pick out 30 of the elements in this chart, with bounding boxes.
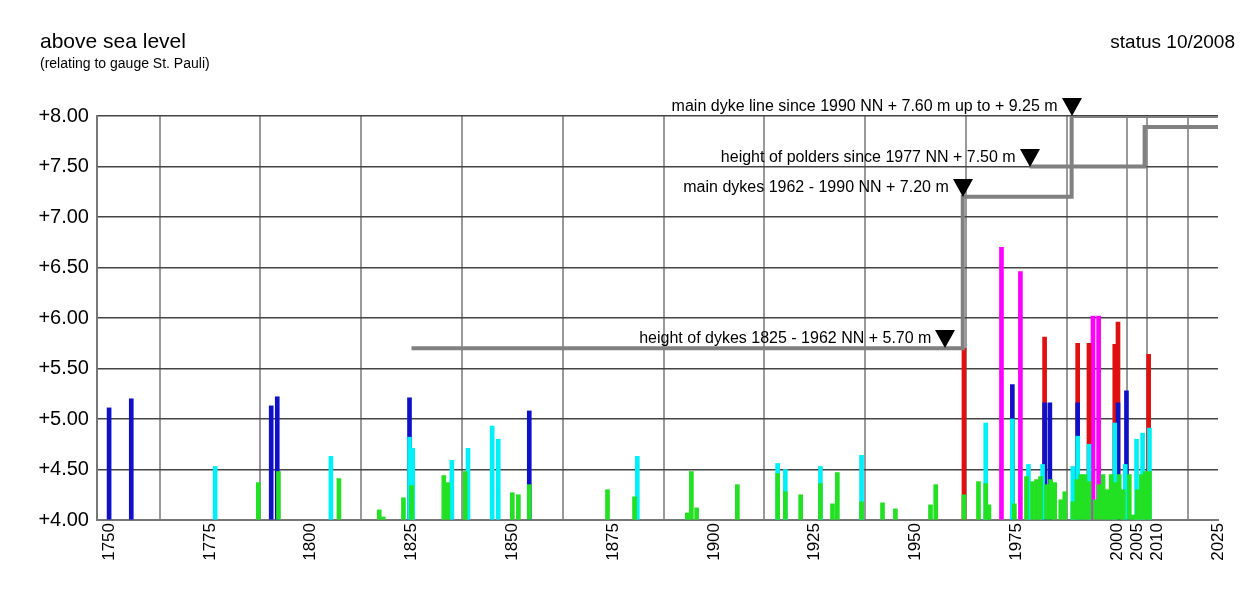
y-tick-label: +5.50 (38, 356, 89, 379)
y-tick-label: +6.50 (38, 255, 89, 278)
x-tick-label: 1775 (199, 523, 219, 561)
x-tick-label: 1950 (905, 523, 925, 561)
text: status 10/2008 (1110, 31, 1235, 52)
x-tick-label: 1800 (300, 523, 320, 561)
y-tick-label: +7.50 (38, 154, 89, 177)
x-tick-label: 1850 (502, 523, 522, 561)
y-tick-label: +5.00 (38, 406, 89, 429)
x-tick-label: 2005 (1127, 523, 1147, 561)
annotation: main dyke line since 1990 NN + 7.60 m up to + 9.25 m (671, 97, 1058, 114)
annotation: main dykes 1962 - 1990 NN + 7.20 m (683, 177, 949, 195)
y-tick-label: +6.00 (38, 305, 89, 328)
x-tick-label: 2010 (1147, 523, 1167, 561)
annotation: height of polders since 1977 NN + 7.50 m (720, 147, 1016, 165)
x-tick-label: 1750 (98, 523, 118, 561)
x-tick-label: 1825 (401, 523, 421, 561)
x-tick-label: 1875 (602, 523, 622, 561)
x-tick-label: 2000 (1106, 523, 1126, 561)
y-tick-label: +7.00 (38, 204, 89, 227)
y-tick-label: +8.00 (38, 103, 89, 126)
annotation: height of dykes 1825 - 1962 NN + 5.70 m (639, 329, 932, 347)
y-axis-title: above sea level (40, 29, 186, 52)
x-tick-label: 1925 (804, 523, 824, 561)
x-tick-label: 1975 (1006, 523, 1026, 561)
y-tick-label: +4.00 (38, 507, 89, 530)
chart-subtitle: (relating to gauge St. Pauli) (40, 55, 210, 71)
y-tick-label: +4.50 (38, 457, 89, 480)
x-tick-label: 2025 (1207, 523, 1227, 561)
x-tick-label: 1900 (703, 523, 723, 561)
